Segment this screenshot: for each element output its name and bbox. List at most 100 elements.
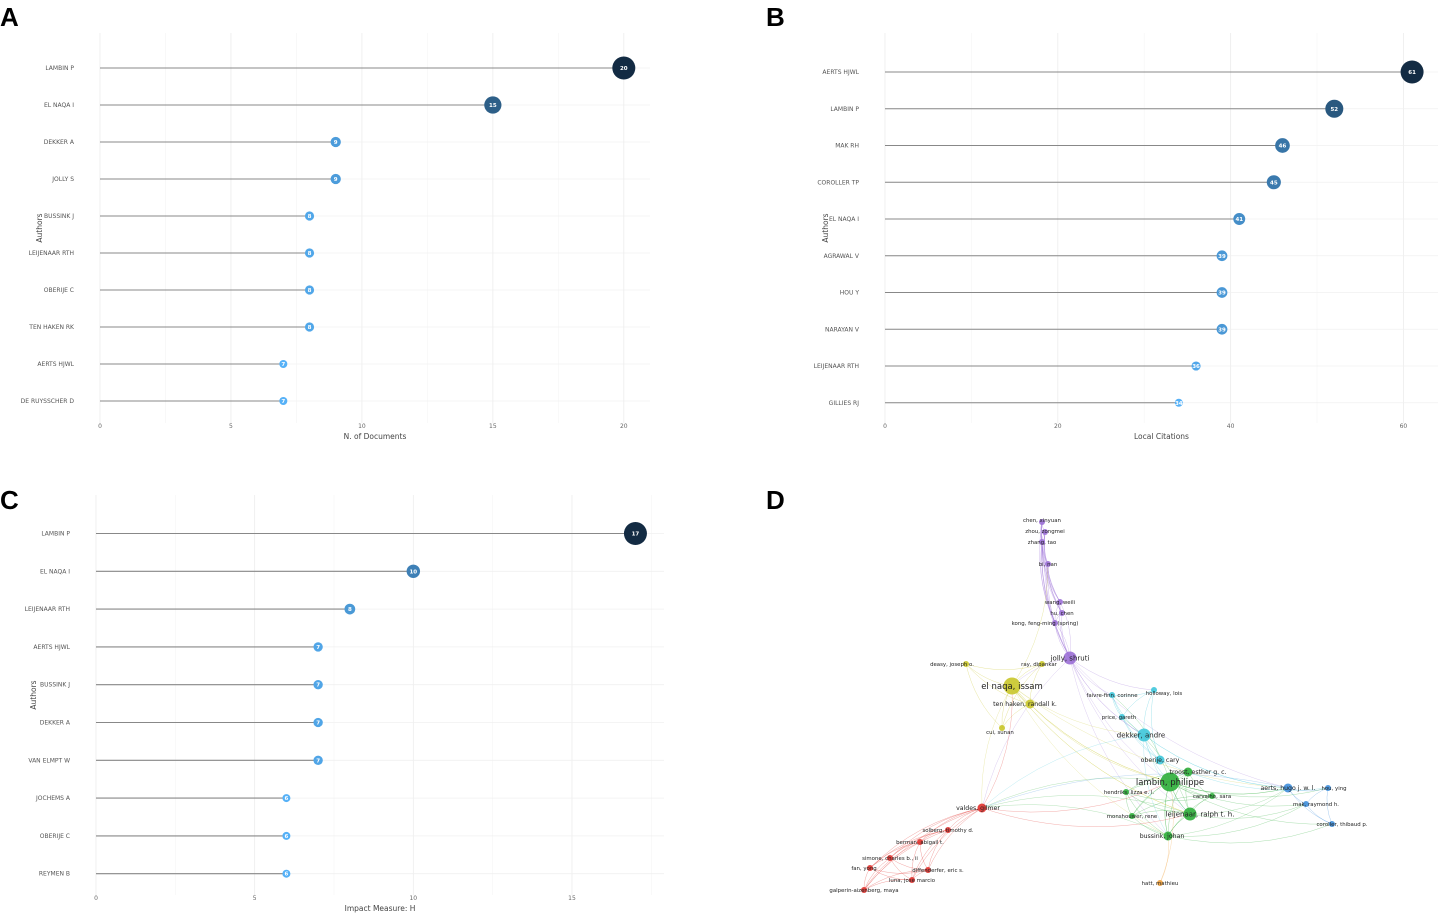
network-edge [1167,803,1307,837]
network-edge [1047,563,1063,614]
network-edge [1169,781,1289,795]
network-edge [869,867,913,881]
network-node [977,803,987,813]
network-node-label: ray, dipankar [1021,662,1058,668]
lollipop-point [1275,138,1290,153]
network-edge [1143,734,1169,837]
network-node [1025,699,1035,709]
data-label: 36 [1192,364,1200,370]
network-edge [981,685,1013,809]
category-label: EL NAQA I [829,216,859,223]
category-label: REYMEN B [39,871,70,878]
network-edge [1039,521,1056,624]
lollipop-point [1216,250,1228,262]
category-label: LAMBIN P [830,106,859,113]
network-node [1183,767,1193,777]
network-node [1209,793,1215,799]
network-edge [981,734,1145,809]
network-edge [1069,657,1171,783]
network-node-label: oberije, cary [1141,757,1180,764]
network-nodes [861,519,1335,893]
x-tick-label: 40 [1227,423,1235,430]
x-tick-label: 5 [229,423,233,430]
network-edge [1287,787,1333,825]
x-tick-label: 0 [883,423,887,430]
network-edge [1011,685,1289,789]
category-label: LEIJENAAR RTH [814,363,859,370]
data-label: 46 [1279,144,1287,150]
network-edge [1143,734,1289,789]
network-node [1160,772,1180,792]
network-node-label: fan, yong [851,866,876,872]
lollipop-point [304,248,315,258]
network-node-label: lambin, philippe [1136,778,1204,788]
network-node [1137,728,1151,742]
network-edge [889,857,929,871]
lollipop-point [304,322,315,332]
network-node-label: zhou, zongmei [1025,529,1064,535]
category-label: MAK RH [835,143,859,150]
network-node-label: zhang, tao [1028,540,1057,546]
network-edge [1069,657,1113,696]
network-edge [1159,759,1329,791]
network-node [1039,539,1045,545]
network-edge [1069,657,1155,691]
network-edge [1167,787,1289,837]
x-tick-label: 15 [568,895,576,902]
network-edge [1047,563,1061,603]
x-tick-label: 20 [620,423,628,430]
network-node-label: mak, raymond h. [1293,802,1339,808]
network-edge [1041,521,1063,614]
network-edge [869,841,921,869]
network-node [1329,821,1335,827]
network-node-label: troost, esther g. c. [1170,769,1227,776]
network-edge [889,807,983,859]
network-edge [1121,689,1155,718]
network-node [1042,529,1048,535]
category-label: BUSSINK J [40,682,70,689]
network-edge [1069,657,1191,815]
network-node [1129,813,1135,819]
network-edge [1125,771,1189,793]
network-node-label: simone, charles b., ii [862,856,918,862]
network-edge [863,829,949,891]
network-edge [1011,685,1169,837]
network-edge [863,807,983,891]
data-label: 7 [316,721,320,727]
category-label: DEKKER A [40,720,71,727]
data-label: 39 [1218,327,1226,333]
data-label: 8 [308,214,312,220]
network-edge [1169,781,1333,825]
network-edge [1029,703,1171,783]
lollipop-point [1216,323,1228,335]
network-node-label: price, gareth [1102,715,1137,721]
network-node [1163,831,1173,841]
network-edge [981,804,1169,837]
network-edge [1167,771,1189,837]
category-label: NARAYAN V [825,326,860,333]
network-edge [1041,541,1061,603]
network-edge [1169,781,1329,798]
network-node [887,855,893,861]
category-label: OBERIJE C [44,287,74,294]
lollipop-point [344,603,356,615]
network-edge [1047,563,1071,659]
network-edge [1041,521,1061,603]
category-label: COROLLER TP [817,179,859,186]
lollipop-point [279,360,288,368]
network-node-label: jolly, shruti [1050,654,1090,662]
lollipop-point [1266,175,1281,190]
network-edge [1143,734,1191,815]
chart-b-local-citations: 0 20 40 60 Local Citations Authors AERTS HJWL 6… [814,33,1438,441]
data-label: 6 [284,796,288,802]
panel-label-b: B [766,2,785,32]
data-label: 41 [1235,217,1243,223]
network-edge [911,841,921,881]
network-node [1157,880,1163,886]
network-node-label: carvalho, sara [1193,794,1231,800]
network-edge [1159,781,1174,884]
chart-a-documents: 0 5 10 15 20 N. of Documents Authors LAMBIN P 20… [21,33,650,441]
x-tick-label: 0 [94,895,98,902]
network-node-label: aerts, hugo j. w. l. [1260,785,1315,792]
category-label: AERTS HJWL [822,69,859,76]
